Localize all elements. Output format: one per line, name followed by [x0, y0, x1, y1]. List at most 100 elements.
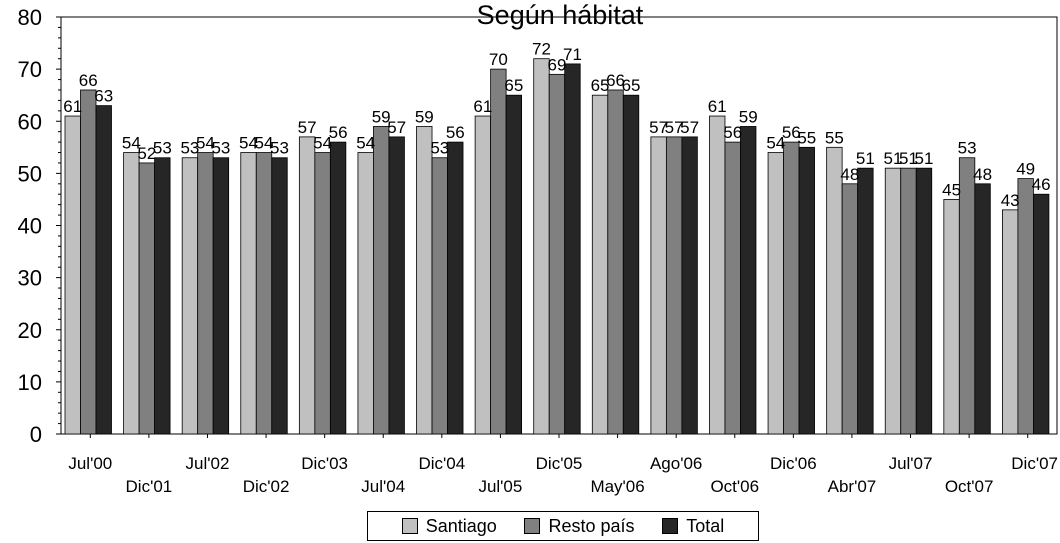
data-label: 57 [649, 118, 668, 137]
bar-resto-pa-s-6 [431, 157, 448, 435]
legend-swatch-santiago [401, 518, 418, 534]
data-label: 57 [665, 118, 684, 137]
data-label: 59 [739, 107, 758, 126]
data-label: 51 [915, 149, 934, 168]
bar-total-0 [95, 105, 112, 435]
x-tick-label: Dic'02 [243, 477, 290, 496]
bar-resto-pa-s-4 [314, 152, 331, 435]
data-label: 54 [196, 134, 215, 153]
data-label: 72 [532, 40, 551, 59]
bar-santiago-16 [1002, 209, 1019, 435]
data-label: 51 [856, 149, 875, 168]
bar-resto-pa-s-16 [1017, 178, 1034, 435]
x-tick-label: Dic'06 [770, 454, 817, 473]
bar-resto-pa-s-5 [373, 126, 390, 435]
bar-total-9 [622, 94, 640, 435]
y-tick-label: 10 [18, 370, 42, 395]
x-tick-label: May'06 [590, 477, 644, 496]
bar-resto-pa-s-15 [958, 157, 976, 435]
data-label: 54 [356, 134, 375, 153]
x-tick-label: Jul'02 [186, 454, 230, 473]
y-tick-label: 50 [18, 161, 42, 186]
x-tick-label: Dic'07 [1011, 454, 1058, 473]
bar-resto-pa-s-7 [490, 68, 507, 435]
chart-title: Según hábitat [477, 0, 644, 30]
bar-santiago-1 [123, 152, 140, 435]
data-label: 49 [1016, 160, 1035, 179]
bar-total-3 [271, 157, 288, 435]
data-label: 69 [547, 55, 566, 74]
bar-santiago-9 [591, 94, 609, 435]
data-label: 65 [591, 76, 610, 95]
x-tick-label: Abr'07 [828, 477, 877, 496]
bar-total-4 [329, 141, 347, 435]
bar-resto-pa-s-9 [607, 89, 624, 435]
x-tick-label: Jul'07 [889, 454, 933, 473]
x-tick-label: Dic'05 [536, 454, 583, 473]
bar-santiago-13 [826, 146, 843, 435]
bar-total-15 [974, 183, 991, 435]
data-label: 53 [180, 139, 199, 158]
data-label: 51 [899, 149, 918, 168]
bar-total-2 [212, 157, 230, 435]
bar-resto-pa-s-3 [255, 152, 273, 435]
y-tick-label: 20 [18, 318, 42, 343]
bar-total-7 [505, 94, 523, 435]
bar-total-1 [154, 157, 171, 435]
bar-santiago-3 [240, 152, 257, 435]
data-label: 56 [782, 123, 801, 142]
bar-total-16 [1033, 193, 1050, 435]
bar-total-5 [388, 136, 405, 435]
legend-item-resto-pais: Resto país [524, 515, 635, 537]
data-label: 57 [387, 118, 406, 137]
x-tick-label: Oct'06 [710, 477, 759, 496]
data-label: 51 [884, 149, 903, 168]
bar-santiago-12 [767, 152, 784, 435]
data-label: 54 [313, 134, 332, 153]
bar-santiago-14 [884, 167, 902, 435]
y-tick-label: 30 [18, 266, 42, 291]
data-label: 53 [430, 139, 449, 158]
bar-santiago-4 [298, 136, 316, 435]
bar-total-10 [681, 136, 698, 435]
data-label: 53 [153, 139, 172, 158]
x-tick-label: Dic'04 [418, 454, 465, 473]
legend-swatch-resto-pais [524, 518, 541, 534]
bars [64, 58, 1050, 435]
bar-santiago-7 [474, 115, 492, 435]
x-tick-label: Ago'06 [650, 454, 702, 473]
data-label: 54 [122, 134, 141, 153]
legend: Santiago Resto país Total [367, 511, 759, 541]
x-tick-label: Dic'03 [301, 454, 348, 473]
bar-total-12 [798, 146, 815, 435]
legend-item-santiago: Santiago [401, 516, 497, 537]
x-tick-label: Jul'04 [361, 477, 405, 496]
bar-santiago-11 [709, 115, 726, 435]
data-label: 59 [415, 107, 434, 126]
data-label: 54 [766, 134, 785, 153]
data-label: 52 [137, 144, 156, 163]
data-label: 55 [825, 128, 844, 147]
x-tick-label: Jul'05 [478, 477, 522, 496]
bar-total-11 [740, 126, 757, 435]
bar-resto-pa-s-14 [900, 167, 917, 435]
bar-resto-pa-s-8 [548, 73, 566, 435]
data-label: 55 [797, 128, 816, 147]
bar-resto-pa-s-11 [724, 141, 741, 435]
y-axis: 0 10 20 30 40 50 60 70 80 [18, 5, 61, 447]
x-tick-label: Dic'01 [126, 477, 173, 496]
bar-santiago-5 [357, 152, 374, 435]
bar-resto-pa-s-13 [841, 183, 859, 435]
y-tick-label: 0 [30, 422, 42, 447]
legend-item-total: Total [662, 516, 724, 537]
legend-label-resto-pais: Resto país [548, 515, 635, 536]
x-axis: Jul'00 Dic'01 Jul'02 Dic'02 Dic'03 Jul'04 Dic'… [68, 434, 1058, 496]
data-label: 56 [329, 123, 348, 142]
bar-resto-pa-s-10 [665, 136, 683, 435]
bar-total-6 [447, 141, 464, 435]
bar-resto-pa-s-2 [197, 152, 214, 435]
data-label: 45 [942, 180, 961, 199]
data-label: 53 [211, 139, 230, 158]
